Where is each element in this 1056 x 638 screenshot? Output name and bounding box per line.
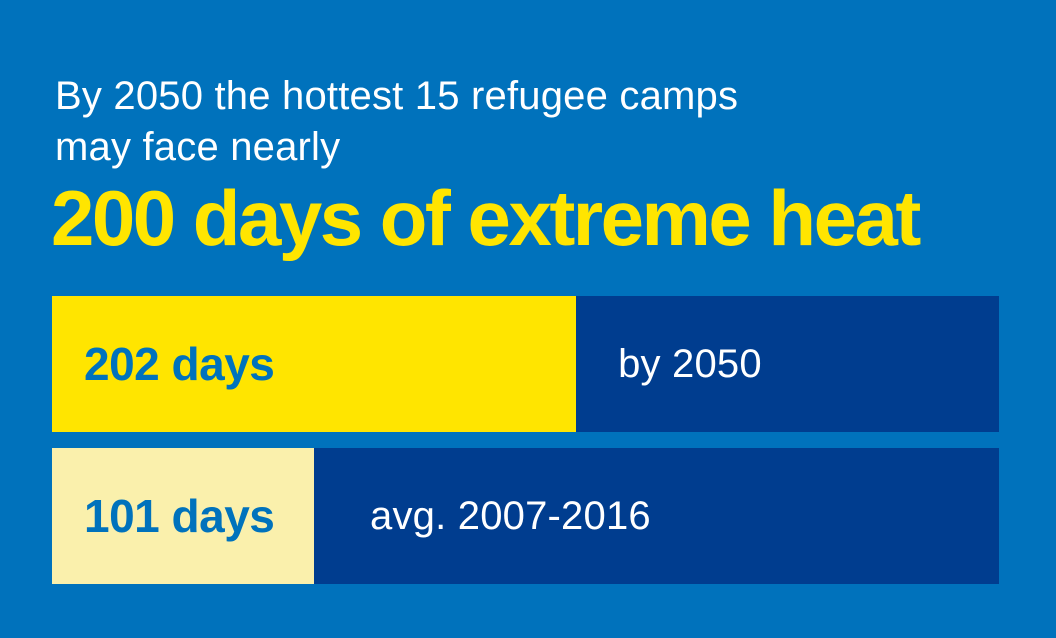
- bar-chart: 202 days by 2050 101 days avg. 2007-2016: [52, 296, 999, 584]
- headline-emphasis: 200 days of extreme heat: [51, 174, 921, 262]
- bar-avg-2007-2016-track: avg. 2007-2016: [314, 448, 999, 584]
- bar-avg-2007-2016-value: 101 days: [84, 490, 275, 542]
- bar-avg-2007-2016: 101 days: [52, 448, 315, 584]
- bar-2050: 202 days: [52, 296, 577, 432]
- headline: By 2050 the hottest 15 refugee camps may…: [55, 71, 738, 173]
- bar-row-avg-2007-2016: 101 days avg. 2007-2016: [52, 448, 999, 584]
- headline-line-1: By 2050 the hottest 15 refugee camps: [55, 74, 739, 118]
- bar-2050-track: by 2050: [576, 296, 999, 432]
- bar-row-2050: 202 days by 2050: [52, 296, 999, 432]
- headline-line-2: may face nearly: [55, 125, 341, 169]
- bar-2050-value: 202 days: [84, 338, 275, 390]
- bar-2050-category-label: by 2050: [618, 341, 762, 386]
- bar-avg-2007-2016-category-label: avg. 2007-2016: [370, 493, 651, 538]
